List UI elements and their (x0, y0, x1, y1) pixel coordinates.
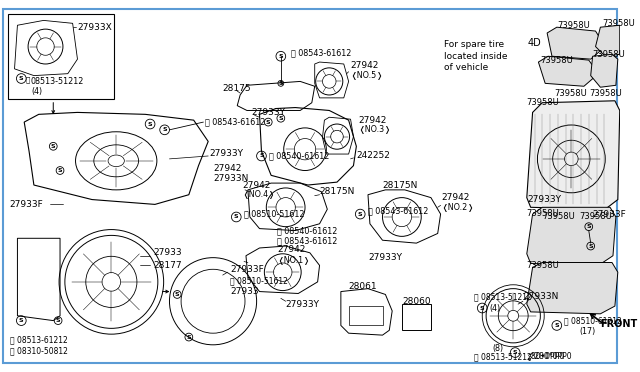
Text: 27933F: 27933F (10, 200, 44, 209)
Text: Ⓢ 08310-50812: Ⓢ 08310-50812 (10, 346, 68, 355)
Text: S: S (480, 305, 484, 311)
Text: 27933: 27933 (230, 287, 259, 296)
Text: S: S (554, 323, 559, 328)
Text: 28175: 28175 (223, 84, 252, 93)
Text: 27933Y: 27933Y (285, 299, 319, 309)
Text: S: S (148, 122, 152, 126)
Text: 27942: 27942 (358, 116, 387, 125)
Text: 73958U: 73958U (527, 261, 559, 270)
Polygon shape (527, 263, 618, 314)
Text: S: S (278, 54, 283, 59)
Text: S: S (175, 292, 180, 297)
Text: S: S (51, 144, 56, 149)
Text: 27933Y: 27933Y (528, 195, 562, 204)
Text: ❬NO.5❭: ❬NO.5❭ (351, 71, 383, 80)
Text: Ⓢ 08543-61612: Ⓢ 08543-61612 (368, 207, 428, 216)
Text: S: S (259, 154, 264, 158)
Text: (4): (4) (31, 87, 42, 96)
Text: S: S (358, 212, 362, 217)
Text: 27933N: 27933N (213, 174, 248, 183)
Text: FRONT: FRONT (600, 318, 637, 328)
Text: (4): (4) (489, 304, 500, 312)
Text: 73958U: 73958U (602, 19, 635, 28)
Text: ʂ80•0PP0: ʂ80•0PP0 (528, 352, 565, 361)
Text: 73958U: 73958U (540, 55, 573, 65)
Text: 73958U: 73958U (527, 209, 559, 218)
Bar (8, 14, 115, 99)
Text: ^280*0PP0: ^280*0PP0 (528, 352, 572, 361)
Text: 4D: 4D (528, 38, 541, 48)
Text: 27933: 27933 (153, 248, 182, 257)
Text: Ⓢ 08543-61612: Ⓢ 08543-61612 (205, 118, 266, 126)
Text: ❬NO.2❭: ❬NO.2❭ (442, 203, 475, 212)
Text: S: S (513, 350, 518, 355)
Text: located inside: located inside (444, 52, 507, 61)
Text: S: S (278, 116, 283, 121)
Text: S: S (19, 76, 24, 81)
Text: 73958U: 73958U (558, 21, 591, 30)
Text: 27933Y: 27933Y (209, 148, 243, 158)
Text: 27933N: 27933N (523, 292, 558, 301)
Text: 28061: 28061 (349, 282, 377, 291)
Text: 242252: 242252 (356, 151, 390, 160)
Text: Ⓢ 08513-51212: Ⓢ 08513-51212 (474, 352, 532, 361)
Text: S: S (186, 334, 191, 340)
Text: S: S (588, 244, 593, 248)
Text: ❬NO.1❭: ❬NO.1❭ (277, 256, 310, 265)
Text: Ⓢ 08510-51612: Ⓢ 08510-51612 (230, 276, 289, 285)
Text: 27942: 27942 (351, 61, 379, 70)
Text: (17): (17) (579, 327, 595, 336)
Text: 28060: 28060 (402, 297, 431, 306)
Text: S: S (163, 127, 167, 132)
Text: 73958U: 73958U (579, 212, 612, 221)
Text: Ⓢ 08540-61612: Ⓢ 08540-61612 (269, 151, 330, 160)
Text: 27933F: 27933F (593, 209, 627, 219)
Text: 08513-51212: 08513-51212 (31, 77, 84, 86)
Text: 27933X: 27933X (77, 23, 112, 32)
Text: 73958U: 73958U (589, 89, 623, 97)
Text: ❬NO.4❭: ❬NO.4❭ (242, 190, 275, 199)
Text: 27942: 27942 (213, 164, 241, 173)
Text: 27933Y: 27933Y (368, 253, 402, 262)
Text: ❬NO.3❭: ❬NO.3❭ (358, 125, 391, 134)
Text: S: S (266, 119, 271, 125)
Text: S: S (56, 318, 60, 323)
Polygon shape (591, 54, 618, 87)
Text: 73958U: 73958U (527, 98, 559, 107)
Text: 27942: 27942 (277, 246, 305, 254)
Polygon shape (596, 25, 620, 56)
Text: Ⓢ 08540-61612: Ⓢ 08540-61612 (277, 226, 337, 235)
Text: S: S (278, 81, 283, 86)
Text: 27933Y: 27933Y (252, 108, 286, 117)
Text: Ⓢ 08513-61212: Ⓢ 08513-61212 (10, 336, 67, 344)
Text: S: S (19, 318, 24, 323)
Text: of vehicle: of vehicle (444, 63, 488, 73)
Polygon shape (527, 207, 616, 265)
Text: S: S (234, 215, 239, 219)
Text: Ⓢ: Ⓢ (25, 76, 29, 83)
Text: Ⓢ 08513-51212: Ⓢ 08513-51212 (474, 292, 532, 301)
Text: S: S (58, 168, 62, 173)
Text: 28175N: 28175N (383, 180, 418, 189)
Text: Ⓢ 08543-61612: Ⓢ 08543-61612 (291, 48, 351, 57)
Text: S: S (586, 224, 591, 229)
Text: 27942: 27942 (242, 180, 271, 189)
Text: 73958U: 73958U (554, 89, 587, 97)
Text: 73958U: 73958U (593, 50, 625, 59)
Text: For spare tire: For spare tire (444, 40, 504, 49)
Polygon shape (538, 56, 598, 86)
Text: 28175N: 28175N (319, 187, 355, 196)
Text: Ⓢ 08543-61612: Ⓢ 08543-61612 (277, 237, 337, 246)
Text: 28177: 28177 (153, 261, 182, 270)
Text: (8): (8) (492, 344, 503, 353)
Polygon shape (527, 101, 620, 209)
Polygon shape (547, 27, 605, 59)
Text: Ⓢ 08510-51612: Ⓢ 08510-51612 (244, 209, 305, 219)
Text: 73958U: 73958U (542, 212, 575, 221)
Text: Ⓢ 08510-61212: Ⓢ 08510-61212 (564, 316, 621, 325)
Text: 27942: 27942 (442, 193, 470, 202)
Text: 27933F: 27933F (230, 265, 264, 274)
